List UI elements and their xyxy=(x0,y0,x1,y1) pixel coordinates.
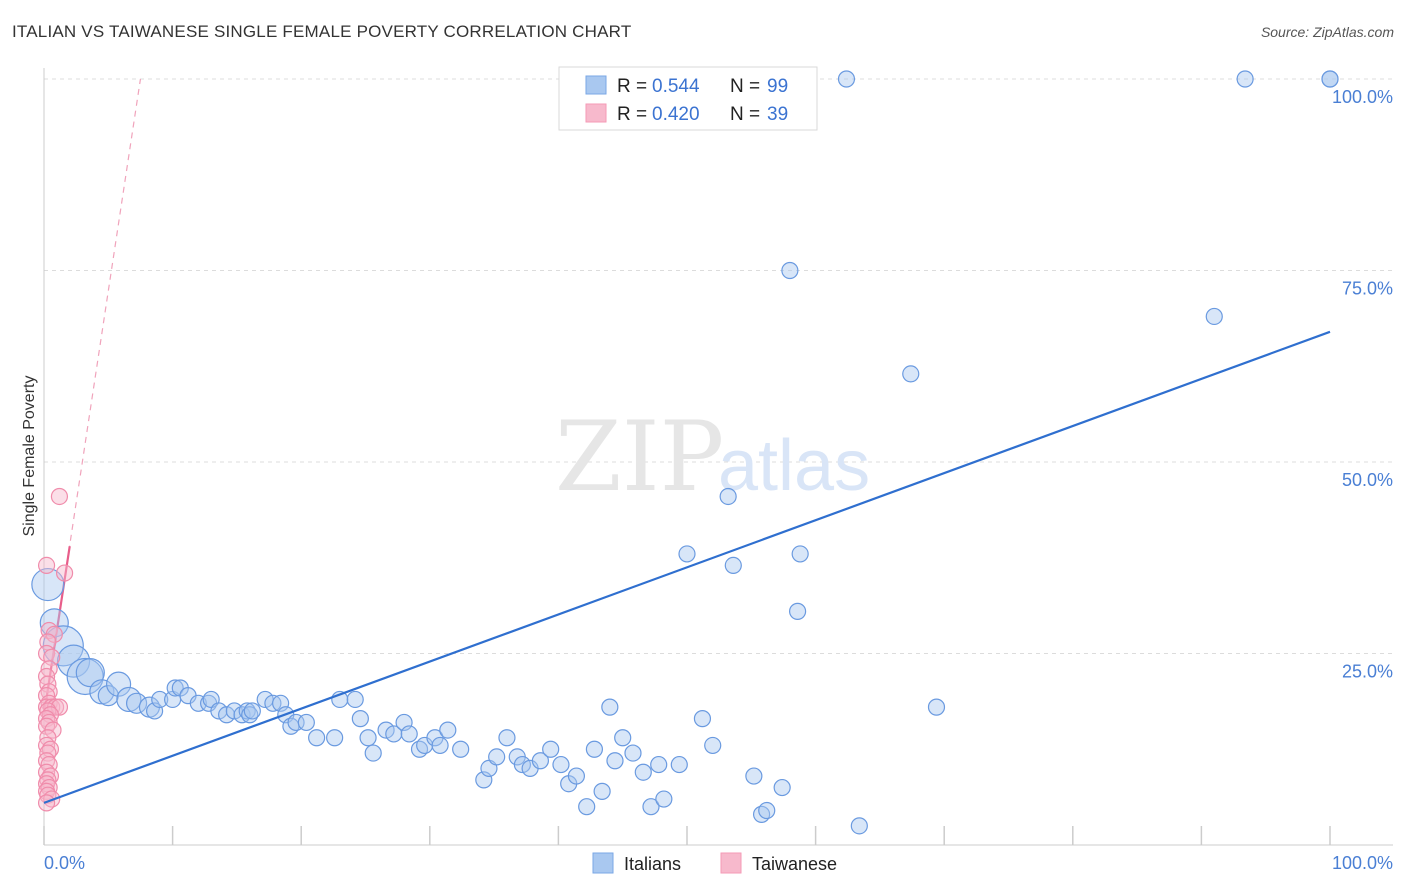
italians-point-10 xyxy=(125,692,148,714)
italians-trendline xyxy=(43,330,1331,804)
italians-point-40 xyxy=(359,729,377,747)
italians-point-73 xyxy=(650,755,668,774)
gridlines xyxy=(44,78,1393,654)
y-tick-label-1: 50.0% xyxy=(1342,470,1393,490)
italians-point-87 xyxy=(791,545,809,563)
italians-point-64 xyxy=(578,798,596,816)
italians-point-61 xyxy=(552,755,570,774)
italians-point-89 xyxy=(850,817,868,835)
italians-point-5 xyxy=(75,658,105,688)
italians-trendline-group xyxy=(43,330,1331,804)
taiwanese-points xyxy=(37,487,74,812)
italians-point-76 xyxy=(678,545,696,563)
italians-point-63 xyxy=(567,767,586,785)
italians-point-71 xyxy=(634,763,652,781)
taiwanese-point-2 xyxy=(55,564,74,582)
bottom-legend-taiwanese[interactable]: Taiwanese xyxy=(752,854,837,874)
italians-point-3 xyxy=(56,644,91,678)
bottom-legend-swatch-italians xyxy=(592,852,614,874)
italians-point-67 xyxy=(601,698,619,716)
y-tick-labels: 25.0% 50.0% 75.0% 100.0% xyxy=(1332,87,1393,682)
y-axis-label: Single Female Poverty xyxy=(21,376,38,537)
italians-point-81 xyxy=(745,767,763,785)
legend-swatch-taiwanese xyxy=(585,103,607,123)
taiwanese-trendline-extension xyxy=(43,78,142,715)
axes xyxy=(43,68,1393,846)
legend-italians-r-label: R = xyxy=(617,76,647,97)
legend-italians-n-value: 99 xyxy=(767,76,788,97)
italians-point-0 xyxy=(31,567,65,602)
italians-point-78 xyxy=(704,736,722,755)
italians-point-36 xyxy=(326,729,344,747)
legend-swatch-italians xyxy=(585,75,607,95)
italians-point-80 xyxy=(724,556,742,575)
legend-taiwanese-r-value: 0.420 xyxy=(652,104,700,125)
italians-point-95 xyxy=(1321,70,1339,88)
legend-italians-n-label: N = xyxy=(730,76,760,97)
italians-point-68 xyxy=(606,752,624,770)
chart-title: ITALIAN VS TAIWANESE SINGLE FEMALE POVER… xyxy=(12,22,632,41)
italians-point-57 xyxy=(513,755,531,774)
italians-point-38 xyxy=(346,690,364,709)
bottom-legend: Italians Taiwanese xyxy=(592,852,837,874)
italians-point-84 xyxy=(773,778,791,797)
italians-point-85 xyxy=(781,261,799,280)
watermark-atlas: atlas xyxy=(718,426,870,506)
italians-point-54 xyxy=(488,748,506,766)
italians-point-49 xyxy=(431,736,449,755)
legend-taiwanese-n-label: N = xyxy=(730,104,760,125)
source-credit: Source: ZipAtlas.com xyxy=(1260,24,1394,40)
legend-taiwanese-r-label: R = xyxy=(617,104,647,125)
italians-point-90 xyxy=(902,365,920,383)
legend-italians-r-value: 0.544 xyxy=(652,76,700,97)
taiwanese-point-1 xyxy=(37,556,56,575)
italians-point-13 xyxy=(151,690,169,709)
bottom-legend-italians[interactable]: Italians xyxy=(624,854,681,874)
italians-point-8 xyxy=(105,671,132,697)
italians-point-94 xyxy=(1236,70,1254,88)
italians-point-59 xyxy=(531,752,549,770)
italians-point-42 xyxy=(377,721,395,739)
italians-point-50 xyxy=(439,721,457,739)
italians-point-91 xyxy=(927,698,946,716)
italians-point-79 xyxy=(719,487,737,506)
bottom-legend-swatch-taiwanese xyxy=(720,852,742,874)
italians-point-74 xyxy=(655,790,673,808)
italians-point-60 xyxy=(542,740,560,758)
italians-point-70 xyxy=(624,744,642,762)
italians-point-86 xyxy=(788,602,807,620)
y-tick-label-2: 75.0% xyxy=(1342,279,1393,299)
italians-point-66 xyxy=(593,782,611,800)
y-tick-label-3: 100.0% xyxy=(1332,87,1393,107)
italians-point-35 xyxy=(308,729,326,747)
italians-points xyxy=(31,70,1339,835)
y-tick-label-0: 25.0% xyxy=(1342,662,1393,682)
italians-point-51 xyxy=(452,740,470,758)
watermark: ZIP atlas xyxy=(555,401,870,513)
x-tick-max: 100.0% xyxy=(1332,853,1393,873)
italians-point-34 xyxy=(297,713,315,732)
italians-point-75 xyxy=(670,755,688,774)
italians-point-72 xyxy=(642,798,660,816)
italians-point-69 xyxy=(614,729,632,747)
italians-point-88 xyxy=(837,70,856,88)
italians-point-4 xyxy=(66,657,104,696)
watermark-zip: ZIP xyxy=(555,401,724,513)
x-tick-labels: 0.0% 100.0% xyxy=(44,853,1393,873)
italians-point-77 xyxy=(693,710,712,728)
italians-point-55 xyxy=(498,729,516,747)
italians-point-92 xyxy=(1205,307,1223,326)
italians-point-45 xyxy=(400,725,418,743)
taiwanese-point-0 xyxy=(50,487,69,506)
italians-point-15 xyxy=(166,679,184,697)
italians-point-41 xyxy=(364,744,382,762)
x-tick-min: 0.0% xyxy=(44,853,85,873)
italians-point-27 xyxy=(243,702,261,720)
italians-point-65 xyxy=(585,740,604,758)
legend: R = 0.544 N = 99 R = 0.420 N = 39 xyxy=(558,66,818,131)
italians-point-39 xyxy=(351,710,369,728)
legend-taiwanese-n-value: 39 xyxy=(767,104,788,125)
italians-point-83 xyxy=(758,801,776,820)
